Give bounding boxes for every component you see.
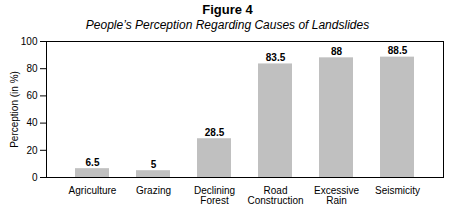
svg-text:Agriculture: Agriculture [69,185,117,196]
svg-text:83.5: 83.5 [266,52,286,63]
svg-text:Seismicity: Seismicity [375,185,420,196]
svg-text:5: 5 [151,159,157,170]
svg-text:20: 20 [26,145,38,156]
svg-text:60: 60 [26,90,38,101]
svg-text:6.5: 6.5 [86,157,100,168]
svg-text:40: 40 [26,117,38,128]
svg-text:100: 100 [21,36,38,47]
svg-text:Grazing: Grazing [136,185,171,196]
html-text:People’s Perception Regarding: People’s Perception Regarding Causes of … [85,18,370,32]
svg-text:88.5: 88.5 [388,45,408,56]
svg-text:Perception (in %): Perception (in %) [9,71,20,148]
svg-text:80: 80 [26,63,38,74]
svg-text:DecliningForest: DecliningForest [194,185,235,206]
svg-text:ExcessiveRain: ExcessiveRain [314,185,359,206]
svg-text:RoadConstruction: RoadConstruction [247,185,303,206]
svg-text:0: 0 [32,172,38,183]
svg-text:88: 88 [331,46,343,57]
svg-text:28.5: 28.5 [205,127,225,138]
html-text:Figure 4: Figure 4 [202,2,253,17]
